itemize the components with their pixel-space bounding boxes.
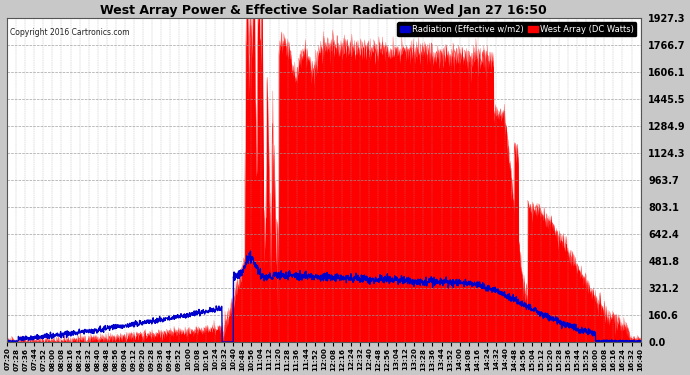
- Legend: Radiation (Effective w/m2), West Array (DC Watts): Radiation (Effective w/m2), West Array (…: [397, 22, 636, 36]
- Text: Copyright 2016 Cartronics.com: Copyright 2016 Cartronics.com: [10, 28, 130, 37]
- Title: West Array Power & Effective Solar Radiation Wed Jan 27 16:50: West Array Power & Effective Solar Radia…: [101, 4, 547, 17]
